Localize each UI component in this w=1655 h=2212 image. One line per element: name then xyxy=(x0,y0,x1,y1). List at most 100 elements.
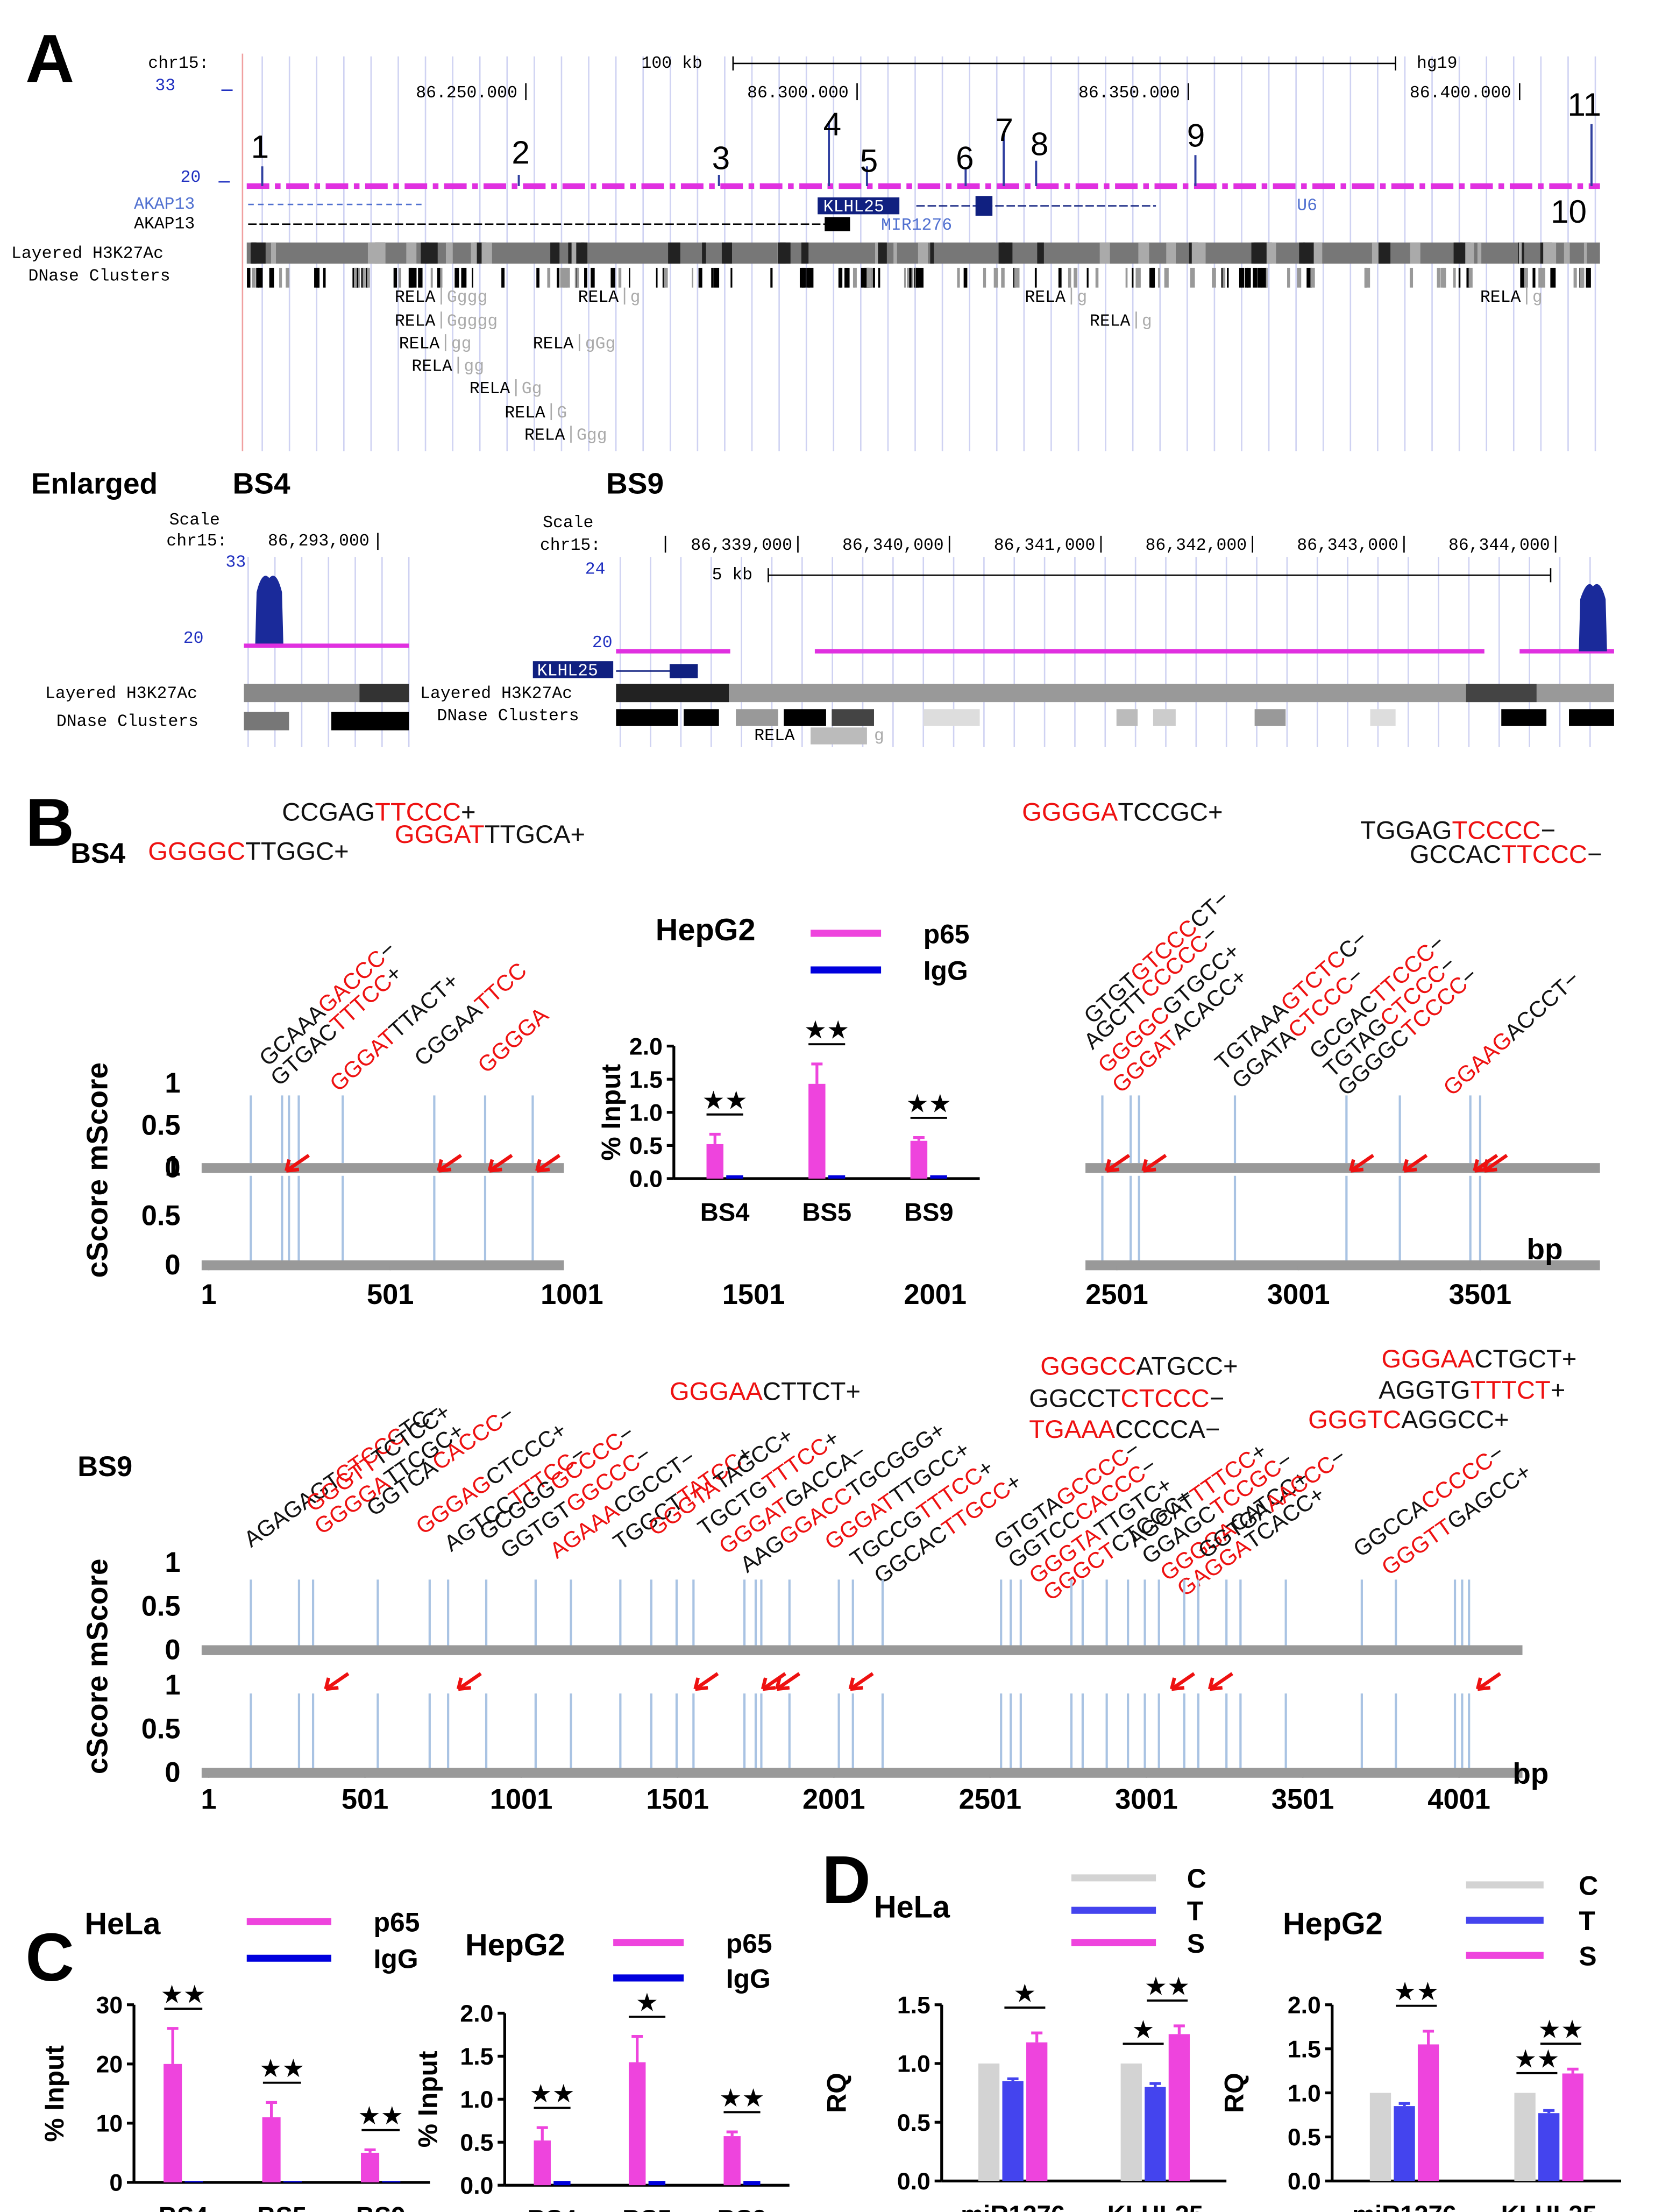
y-max: 33 xyxy=(155,77,175,96)
sequence-pre: GGCCT xyxy=(1029,1384,1120,1413)
peak-labels: 1 2 3 4 5 6 7 8 9 10 11 xyxy=(251,86,1601,230)
sequence: CCGAGTTCCC+ xyxy=(282,797,475,826)
x-tick-label: 1 xyxy=(201,1784,216,1815)
dnase-box xyxy=(1569,709,1614,726)
dnase-tick xyxy=(1443,267,1446,288)
sequence-post: − xyxy=(1540,816,1555,844)
x-tick-label: BS9 xyxy=(356,2202,406,2212)
y-axis-label: % Input xyxy=(39,2045,69,2142)
dnase-tick xyxy=(1241,267,1245,288)
dnase-tick xyxy=(853,267,857,288)
error-bar xyxy=(1423,2030,1434,2045)
dnase-tick xyxy=(1541,267,1546,288)
bar xyxy=(1394,2106,1415,2181)
arrow xyxy=(1105,1154,1131,1173)
dnase-box xyxy=(832,709,874,726)
dnase-tick xyxy=(1409,267,1414,288)
sequence-motif: CTCCC xyxy=(1121,1384,1210,1413)
dnase-tick xyxy=(711,267,714,288)
significance-label: ★★ xyxy=(906,1089,951,1117)
y-tick-label: 1.0 xyxy=(897,2051,931,2078)
dnase-box xyxy=(616,709,678,726)
dnase-tick xyxy=(1245,267,1248,288)
significance-label: ★ xyxy=(636,1988,658,2016)
h3-stripe xyxy=(1166,242,1176,264)
arrow xyxy=(1170,1672,1196,1691)
bar xyxy=(628,2062,646,2186)
y-min: 20 xyxy=(592,634,613,653)
sequence-motif: GGGAA xyxy=(670,1377,763,1405)
h3-stripe xyxy=(271,242,276,264)
y-tick-label: 1.0 xyxy=(460,2087,493,2113)
dnase-tick xyxy=(1458,267,1461,288)
significance-label: ★★ xyxy=(804,1016,850,1044)
dnase xyxy=(247,267,1591,288)
sequence-motif: GGGGC xyxy=(148,837,245,866)
x-tick-label: 2001 xyxy=(904,1279,967,1310)
x-tick-label: 1 xyxy=(201,1279,216,1310)
sequence: GGGGCTTGGC+ xyxy=(148,837,349,866)
panel-label: D xyxy=(822,1842,871,1918)
dnase-tick xyxy=(536,267,539,288)
h3-stripe xyxy=(1477,242,1482,264)
bar xyxy=(1002,2081,1024,2181)
position: 86,341,000 xyxy=(994,536,1096,555)
rela-label: RELA xyxy=(399,335,440,353)
dnase-tick xyxy=(393,267,397,288)
dnase-tick xyxy=(1164,267,1169,288)
sequence-post: CTGCT+ xyxy=(1474,1344,1576,1373)
dnase-tick xyxy=(909,267,912,288)
rela-label: RELA xyxy=(395,288,436,307)
dnase-tick xyxy=(454,267,459,288)
dnase-tick xyxy=(1125,267,1128,288)
y-axis-label: cScore mScore xyxy=(80,1558,113,1774)
chart-title: HepG2 xyxy=(465,1928,565,1962)
position: 86,340,000 xyxy=(842,536,944,555)
rela-label: RELA xyxy=(1480,288,1521,307)
sequence: GGGATTTGCA+ xyxy=(395,820,585,848)
track-label: DNase Clusters xyxy=(29,267,171,286)
chrom: chr15: xyxy=(540,536,601,555)
dnase-tick xyxy=(1297,267,1302,288)
dnase-tick xyxy=(413,267,417,288)
dnase-tick xyxy=(1247,267,1251,288)
bar xyxy=(1145,2087,1166,2181)
bar xyxy=(743,2181,761,2186)
peak-label: 6 xyxy=(956,139,974,176)
y-min: 20 xyxy=(181,168,201,187)
legend-label: T xyxy=(1187,1896,1203,1926)
h3-stripe xyxy=(1564,242,1570,264)
x-tick-label: 501 xyxy=(367,1279,414,1310)
y-tick-label: 0.5 xyxy=(460,2130,493,2156)
error-bar xyxy=(811,1062,823,1084)
rela-label: RELA xyxy=(578,288,619,307)
error-bar xyxy=(1031,2031,1043,2043)
x-tick-label: 1001 xyxy=(541,1279,603,1310)
dnase-box xyxy=(736,709,778,726)
error-bar xyxy=(709,1132,721,1144)
h3-stripe xyxy=(1583,242,1587,264)
error-bar xyxy=(726,2130,738,2137)
h3-stripe xyxy=(668,242,680,264)
dnase-tick xyxy=(430,267,433,288)
dnase-tick xyxy=(1261,267,1267,288)
arrow xyxy=(775,1672,801,1691)
dnase-tick xyxy=(361,267,364,288)
y-tick-label: 2.0 xyxy=(460,2001,493,2027)
x-tick-label: 2001 xyxy=(802,1784,865,1815)
dnase-tick xyxy=(839,267,841,288)
sequence: GGGTCAGGCC+ xyxy=(1308,1405,1509,1434)
browser-grid xyxy=(247,56,1596,748)
dnase-box xyxy=(1254,709,1286,726)
y-tick-label: 0 xyxy=(165,1635,180,1666)
x-tick-label: KLHL25 xyxy=(1107,2200,1203,2212)
dnase-tick xyxy=(802,267,805,288)
dnase-tick xyxy=(565,267,570,288)
peak-label: 1 xyxy=(251,129,269,165)
dnase-box xyxy=(1116,709,1138,726)
position: 86.400.000 xyxy=(1410,84,1511,103)
arrow xyxy=(1476,1672,1501,1691)
scale: Scale xyxy=(169,511,220,530)
dnase-tick xyxy=(1058,267,1062,288)
bar xyxy=(1120,2063,1142,2181)
